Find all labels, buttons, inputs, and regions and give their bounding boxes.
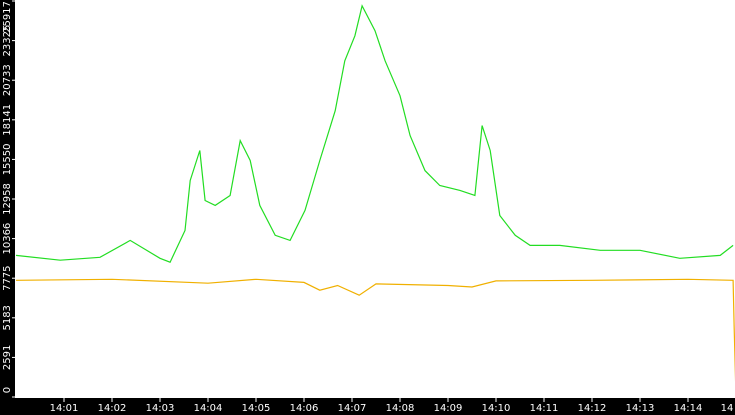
y-tick-label: 20733: [2, 64, 13, 96]
x-tick-label: 14:02: [98, 403, 127, 414]
x-tick-label: 14:04: [194, 403, 223, 414]
x-tick-label: 14:12: [578, 403, 607, 414]
x-tick-label: 14:11: [530, 403, 559, 414]
x-tick-label: 14:09: [434, 403, 463, 414]
x-tick-label: 14:14: [674, 403, 703, 414]
x-tick-label: 14:10: [482, 403, 511, 414]
x-tick-label: 14: [721, 403, 734, 414]
y-tick-label: 2591: [2, 345, 13, 370]
x-tick-label: 14:05: [242, 403, 271, 414]
series-line: [15, 278, 735, 382]
y-tick-label: 0: [2, 387, 13, 393]
x-tick-label: 14:03: [146, 403, 175, 414]
y-tick-label: 18141: [2, 104, 13, 136]
y-tick-label: 12958: [2, 183, 13, 215]
x-axis-band: [0, 398, 735, 415]
y-tick-label: 10366: [2, 223, 13, 255]
x-tick-label: 14:01: [50, 403, 79, 414]
x-tick-label: 14:06: [290, 403, 319, 414]
y-tick-label: 25917: [2, 1, 13, 33]
y-tick-label: 23325: [2, 25, 13, 57]
x-tick-label: 14:07: [338, 403, 367, 414]
x-tick-label: 14:13: [626, 403, 655, 414]
y-tick-label: 15550: [2, 143, 13, 175]
y-tick-label: 5183: [2, 305, 13, 330]
series-line: [15, 4, 734, 263]
y-axis-band: [0, 0, 15, 415]
y-tick-label: 7775: [2, 265, 13, 290]
x-tick-label: 14:08: [386, 403, 415, 414]
